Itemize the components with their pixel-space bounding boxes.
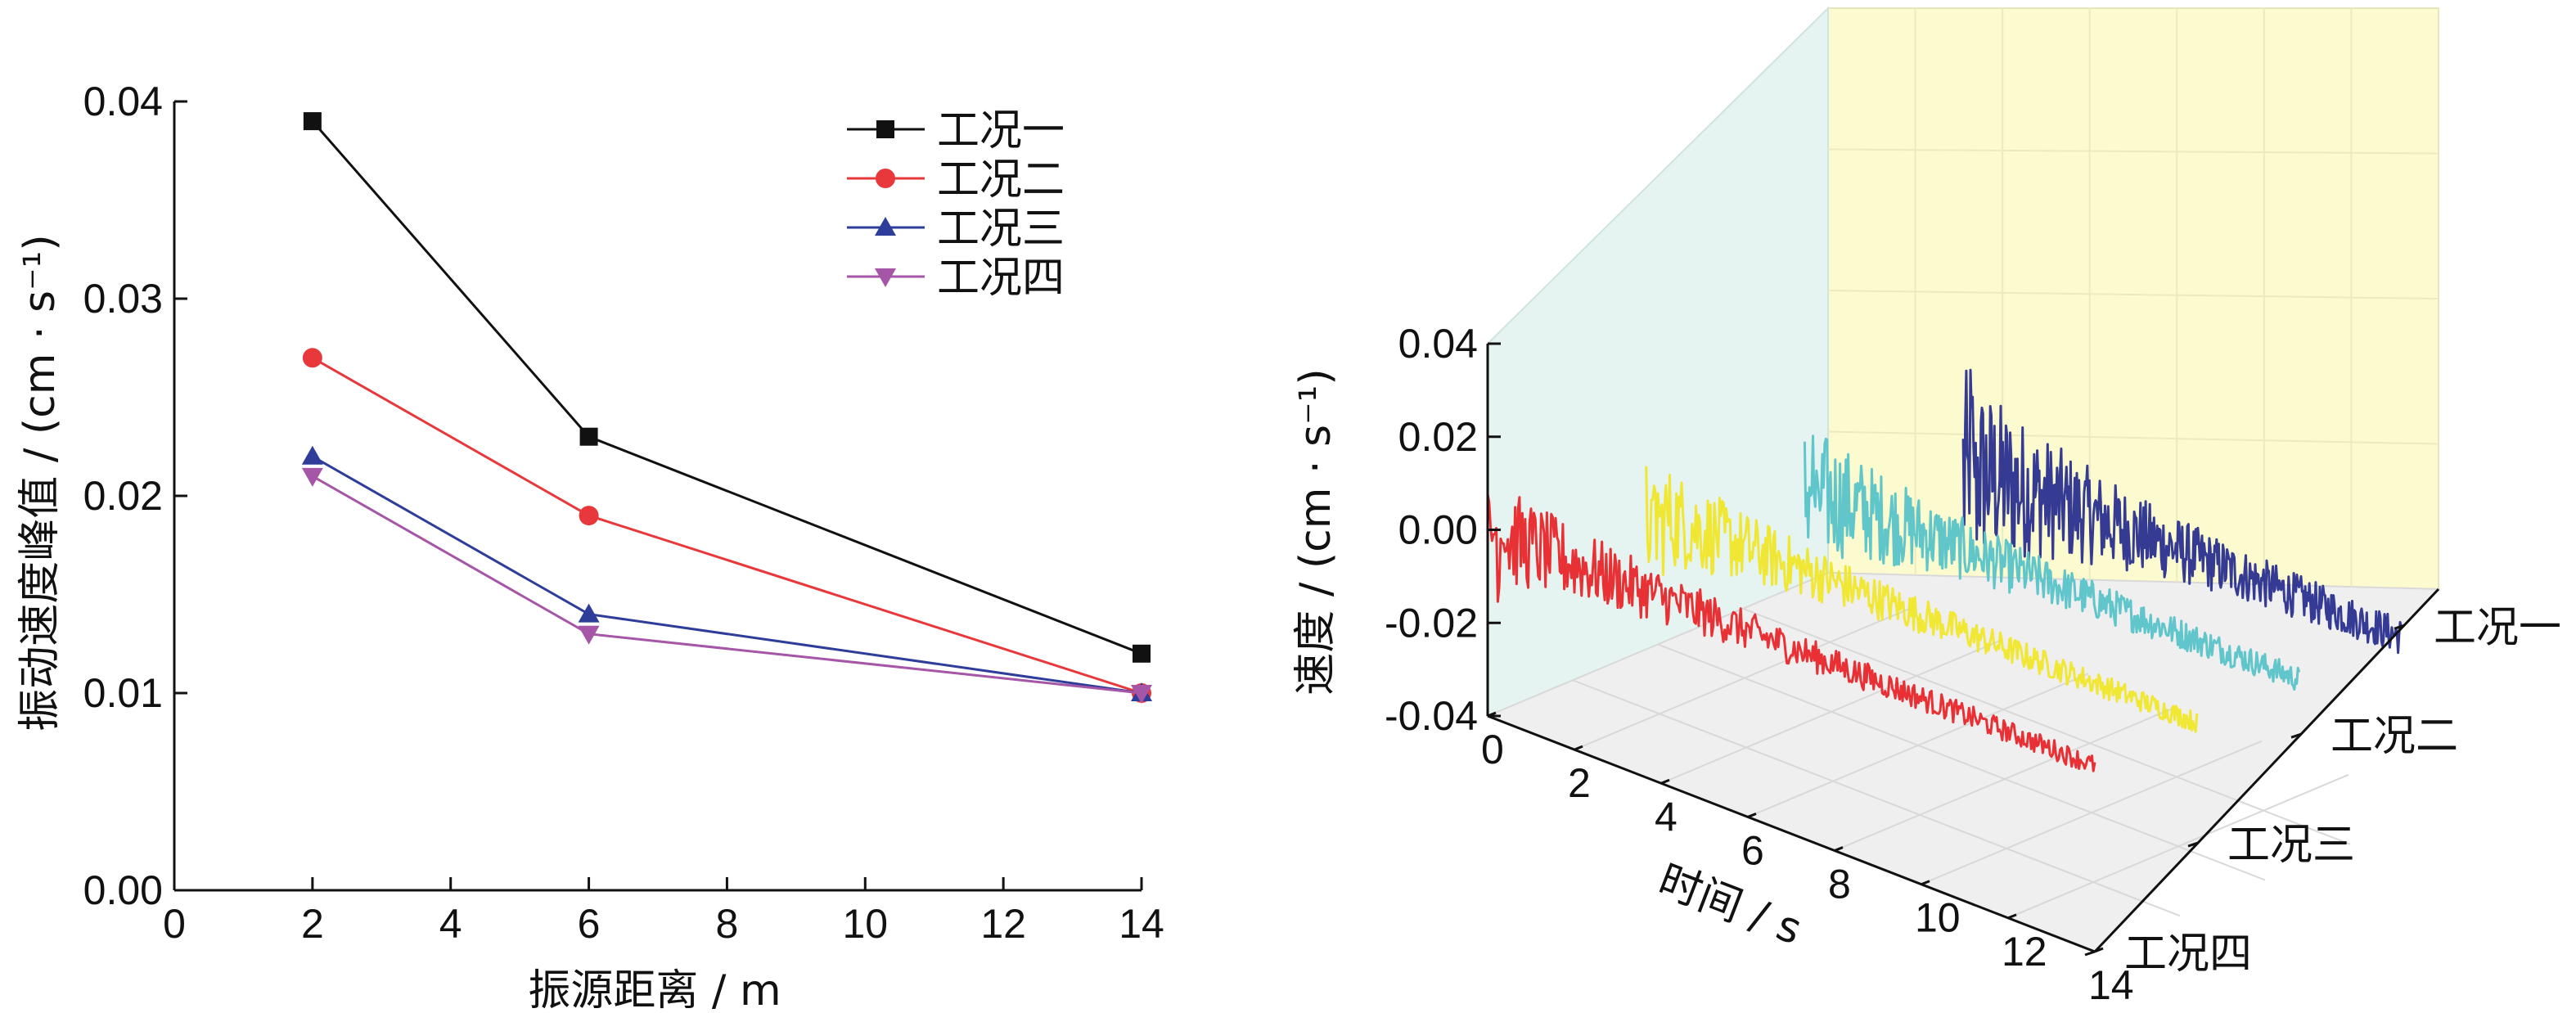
right-time-tick-mark [1834, 846, 1844, 852]
left-x-ticks: 0 2 4 6 8 10 12 14 [163, 877, 1164, 947]
right-z-tick-label: 0.02 [1398, 414, 1478, 460]
left-data-point [1133, 644, 1151, 663]
left-data-point [579, 506, 599, 526]
legend-item: 工况四 [847, 254, 1065, 303]
right-time-ticks: 0 2 4 6 8 10 12 14 [1481, 711, 2134, 1008]
left-data-point [301, 467, 323, 487]
right-time-tick-mark [1487, 711, 1497, 718]
right-depth-tick-label: 工况二 [2331, 712, 2458, 761]
left-y-tick-label: 0.00 [83, 867, 163, 913]
right-time-tick-mark [1660, 778, 1670, 785]
right-time-tick-label: 6 [1741, 827, 1764, 873]
left-data-point [302, 348, 322, 368]
right-z-tick-label: 0.04 [1398, 321, 1478, 367]
right-time-tick-mark [1574, 745, 1583, 751]
left-series-group [301, 112, 1152, 704]
legend-swatch-marker [876, 120, 894, 138]
velocity-trace-2 [1803, 434, 2301, 691]
left-data-point [1131, 685, 1152, 704]
right-time-axis-label: 时间 / s [1652, 856, 1808, 955]
wall-grid-line [1827, 290, 2439, 299]
left-series-line-4 [312, 475, 1142, 695]
right-depth-tick-label: 工况三 [2227, 821, 2355, 870]
left-data-point [303, 112, 322, 131]
left-data-point [578, 603, 600, 623]
left-y-ticks: 0.00 0.01 0.02 0.03 0.04 [83, 79, 187, 913]
right-time-axis [1487, 714, 2096, 953]
left-y-tick-label: 0.04 [83, 79, 163, 124]
velocity-trace-3 [1645, 466, 2199, 733]
right-z-axis-label: 速度 / (cm · s⁻¹) [1291, 368, 1340, 695]
legend-item: 工况二 [847, 155, 1065, 205]
left-y-tick-label: 0.03 [83, 276, 163, 322]
right-time-tick-label: 0 [1481, 727, 1504, 772]
floor-grid-line [1572, 679, 2181, 917]
left-y-tick-label: 0.02 [83, 473, 163, 519]
right-z-tick-label: -0.02 [1385, 600, 1478, 646]
left-x-tick-label: 10 [842, 901, 888, 947]
left-x-axis-label: 振源距离 / m [528, 966, 781, 1013]
wall-grid-line [1827, 430, 2439, 445]
legend-item: 工况三 [847, 205, 1065, 254]
right-z-tick-label: -0.04 [1385, 693, 1478, 739]
left-y-axis-label: 振动速度峰值 / (cm · s⁻¹) [16, 234, 65, 731]
right-time-tick-mark [1747, 813, 1757, 818]
right-time-tick-label: 10 [1915, 895, 1961, 941]
right-depth-axis [2093, 588, 2440, 953]
right-depth-tick-mark [2290, 732, 2302, 739]
left-data-point [578, 625, 600, 645]
legend-swatch-marker [875, 268, 896, 287]
left-x-tick-label: 12 [980, 901, 1026, 947]
legend-swatch-marker [875, 217, 896, 236]
legend-swatch-marker [876, 169, 895, 188]
right-time-tick-label: 8 [1828, 862, 1851, 907]
floor-grid-line [1657, 643, 2266, 881]
legend-item: 工况一 [847, 106, 1065, 155]
velocity-trace-4 [1486, 493, 2096, 772]
left-peak-velocity-chart: 0 2 4 6 8 10 12 14 0.00 0.01 0.02 0.03 0.04 振源距离 / … [16, 79, 1164, 1013]
floor-grid [1572, 606, 2351, 919]
right-depth-tick-label: 工况一 [2434, 603, 2561, 652]
wall-grid-line [1827, 148, 2439, 155]
velocity-traces [1486, 368, 2403, 772]
left-data-point [579, 427, 598, 446]
floor-grid-line [1742, 607, 2351, 845]
legend-label: 工况二 [937, 155, 1065, 205]
left-x-tick-label: 0 [163, 901, 186, 947]
right-time-tick-label: 2 [1568, 760, 1591, 806]
left-x-tick-label: 2 [301, 901, 324, 947]
left-x-tick-label: 8 [716, 901, 739, 947]
right-time-tick-mark [2007, 913, 2017, 920]
velocity-trace-1 [1961, 368, 2403, 655]
right-time-tick-label: 4 [1655, 794, 1678, 840]
right-depth-tick-label: 工况四 [2124, 930, 2252, 979]
legend-label: 工况一 [937, 106, 1065, 155]
right-time-tick-mark [2094, 947, 2104, 953]
left-data-point [301, 445, 323, 465]
left-x-tick-label: 6 [578, 901, 601, 947]
left-series-line-2 [312, 356, 1142, 695]
right-z-ticks: 0.04 0.02 0.00 -0.02 -0.04 [1385, 321, 1501, 739]
right-time-tick-label: 12 [2002, 929, 2047, 975]
left-y-tick-label: 0.01 [83, 670, 163, 716]
right-depth-tick-mark [2187, 841, 2199, 848]
right-depth-tick-mark [2084, 950, 2096, 957]
right-time-tick-mark [1921, 880, 1930, 886]
left-x-tick-label: 14 [1119, 901, 1164, 947]
legend-label: 工况三 [937, 205, 1065, 254]
left-x-tick-label: 4 [439, 901, 462, 947]
legend-label: 工况四 [937, 254, 1065, 303]
right-z-tick-label: 0.00 [1398, 507, 1478, 553]
right-time-tick-label: 14 [2088, 962, 2134, 1008]
right-depth-tick-mark [2394, 624, 2405, 630]
